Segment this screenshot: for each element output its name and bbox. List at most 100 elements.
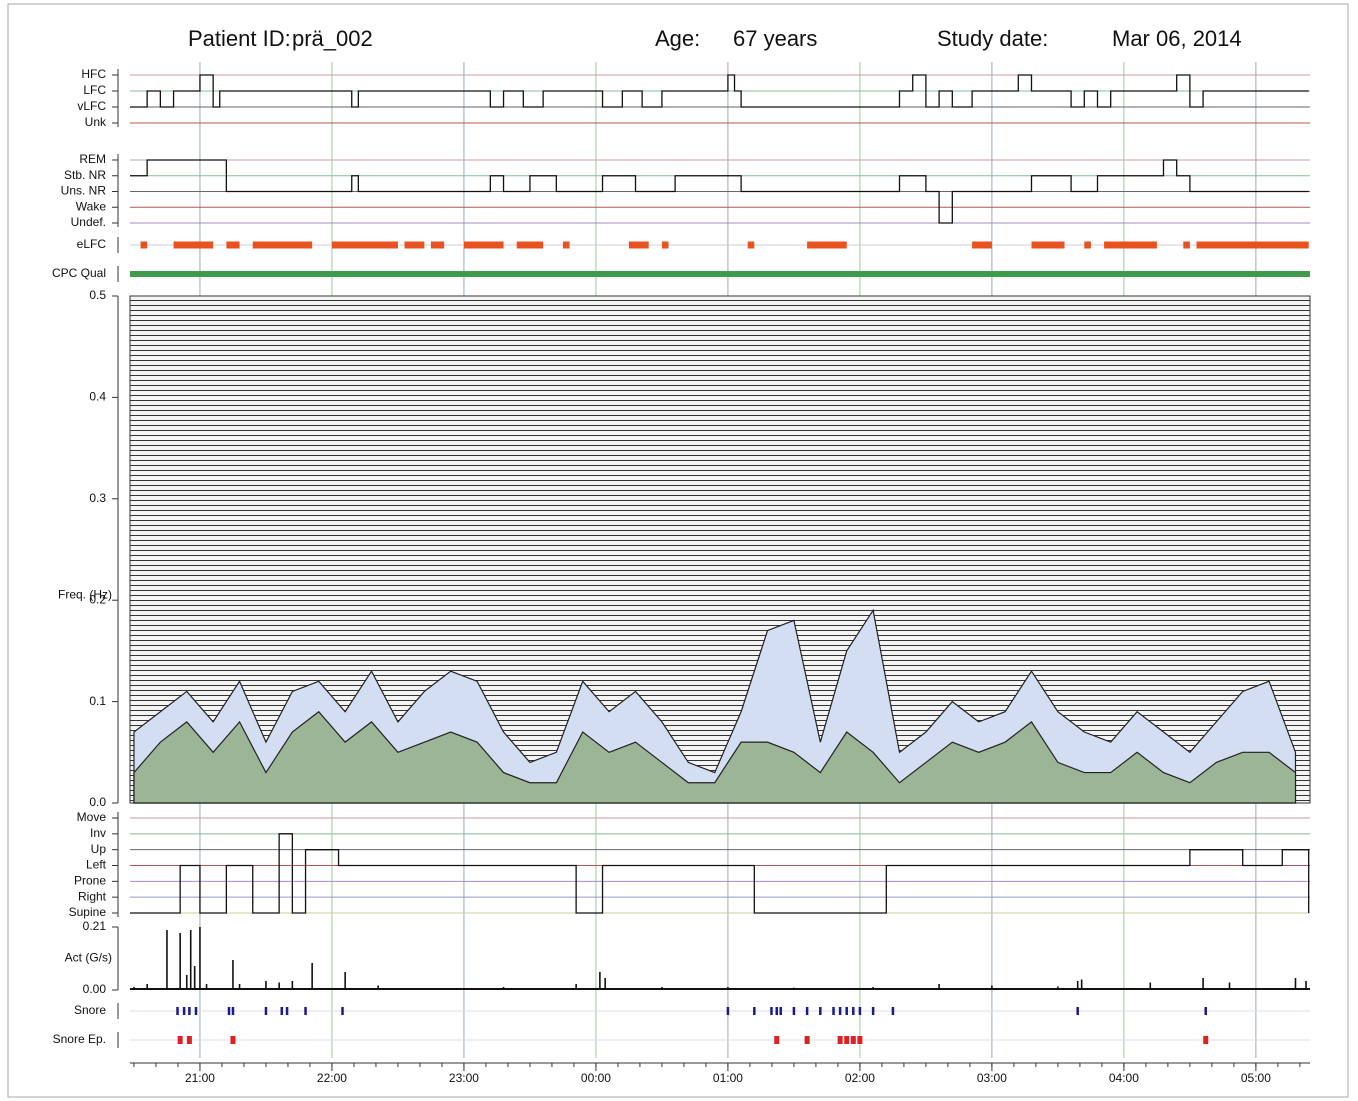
level-label: REM <box>79 152 106 166</box>
row-label: eLFC <box>77 237 107 251</box>
event-mark <box>779 1007 782 1015</box>
x-tick-label: 04:00 <box>1109 1071 1139 1085</box>
event-mark <box>177 1036 183 1044</box>
step-trace <box>130 74 1309 108</box>
event-mark <box>194 1007 198 1015</box>
event-mark <box>1203 1036 1209 1044</box>
row-label: CPC Qual <box>52 266 106 280</box>
y-tick-label: 0.0 <box>89 795 106 809</box>
y-tick-label: 0.4 <box>89 390 106 404</box>
elfc-segment <box>1084 241 1091 249</box>
event-mark <box>186 1036 192 1044</box>
event-mark <box>819 1007 822 1015</box>
level-label: Supine <box>69 905 107 919</box>
event-mark <box>1076 1007 1079 1015</box>
step-trace <box>130 833 1310 914</box>
event-mark <box>341 1007 344 1015</box>
level-label: Unk <box>85 115 107 129</box>
event-mark <box>230 1036 236 1044</box>
level-label: HFC <box>81 67 106 81</box>
elfc-segment <box>140 241 148 249</box>
level-label: Prone <box>74 874 106 888</box>
event-mark <box>844 1036 850 1044</box>
level-label: Right <box>78 889 107 903</box>
y-tick-label: 0.2 <box>89 592 106 606</box>
event-mark <box>832 1007 835 1015</box>
level-label: Stb. NR <box>64 168 106 182</box>
elfc-segment <box>463 241 504 249</box>
row-label: Snore Ep. <box>53 1032 106 1046</box>
age: 67 years <box>733 26 817 51</box>
elfc-segment <box>562 241 570 249</box>
event-mark <box>805 1007 809 1015</box>
event-mark <box>227 1007 231 1015</box>
y-axis-label: Act (G/s) <box>65 951 112 965</box>
event-mark <box>857 1036 863 1044</box>
patient-label: Patient ID: <box>188 26 291 51</box>
x-tick-label: 01:00 <box>713 1071 743 1085</box>
x-tick-label: 22:00 <box>317 1071 347 1085</box>
level-label: vLFC <box>77 99 106 113</box>
event-mark <box>231 1007 235 1015</box>
y-tick-label: 0.21 <box>83 919 107 933</box>
x-tick-label: 05:00 <box>1241 1071 1271 1085</box>
elfc-segment <box>1196 241 1309 249</box>
event-mark <box>188 1007 191 1015</box>
event-mark <box>845 1007 848 1015</box>
elfc-segment <box>747 241 755 249</box>
event-mark <box>304 1007 307 1015</box>
level-label: Undef. <box>71 215 106 229</box>
age-label: Age: <box>655 26 700 51</box>
level-label: LFC <box>83 83 106 97</box>
study-date: Mar 06, 2014 <box>1112 26 1242 51</box>
y-axis-label: Freq. (Hz) <box>58 588 112 602</box>
elfc-segment <box>404 241 425 249</box>
event-mark <box>891 1007 895 1015</box>
elfc-segment <box>226 241 240 249</box>
elfc-segment <box>1104 241 1157 249</box>
x-tick-label: 03:00 <box>977 1071 1007 1085</box>
x-tick-label: 00:00 <box>581 1071 611 1085</box>
event-mark <box>775 1007 779 1015</box>
event-mark <box>838 1007 842 1015</box>
y-tick-label: 0.00 <box>83 982 107 996</box>
event-mark <box>804 1036 810 1044</box>
level-label: Up <box>91 842 107 856</box>
event-mark <box>280 1007 284 1015</box>
y-tick-label: 0.1 <box>89 694 106 708</box>
event-mark <box>858 1007 862 1015</box>
elfc-segment <box>661 241 669 249</box>
x-tick-label: 02:00 <box>845 1071 875 1085</box>
date-label: Study date: <box>937 26 1048 51</box>
level-label: Inv <box>90 826 106 840</box>
patient-id: prä_002 <box>292 26 373 51</box>
elfc-segment <box>252 241 313 249</box>
event-mark <box>726 1007 730 1015</box>
event-mark <box>770 1007 773 1015</box>
event-mark <box>852 1007 855 1015</box>
elfc-segment <box>1031 241 1065 249</box>
event-mark <box>264 1007 268 1015</box>
event-mark <box>182 1007 186 1015</box>
elfc-segment <box>807 241 847 249</box>
event-mark <box>850 1036 856 1044</box>
x-tick-label: 23:00 <box>449 1071 479 1085</box>
elfc-segment <box>173 241 214 249</box>
x-tick-label: 21:00 <box>185 1071 215 1085</box>
event-mark <box>792 1007 796 1015</box>
level-label: Move <box>77 810 107 824</box>
event-mark <box>774 1036 780 1044</box>
quality-bar <box>130 271 1310 277</box>
row-label: Snore <box>74 1003 106 1017</box>
spectrum-area <box>133 710 1297 804</box>
level-label: Left <box>86 858 107 872</box>
level-label: Wake <box>76 199 107 213</box>
event-mark <box>1204 1007 1207 1015</box>
elfc-segment <box>516 241 544 249</box>
y-tick-label: 0.5 <box>89 288 106 302</box>
step-trace <box>130 159 1309 224</box>
elfc-segment <box>1183 241 1190 249</box>
elfc-segment <box>972 241 992 249</box>
event-mark <box>871 1007 875 1015</box>
